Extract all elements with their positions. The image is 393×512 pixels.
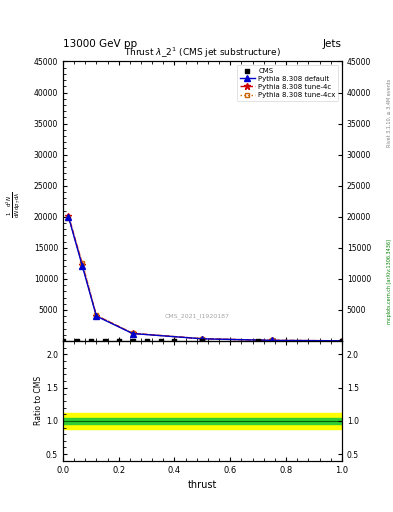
CMS xyxy=(116,336,122,345)
Pythia 8.308 tune-4cx xyxy=(66,215,71,221)
Pythia 8.308 tune-4c xyxy=(94,312,99,318)
CMS xyxy=(255,336,261,345)
Text: $\frac{1}{\mathrm{d}N}\frac{\mathrm{d}^2N}{\mathrm{d}p_T\,\mathrm{d}\lambda}$: $\frac{1}{\mathrm{d}N}\frac{\mathrm{d}^2… xyxy=(4,191,22,218)
Line: Pythia 8.308 tune-4c: Pythia 8.308 tune-4c xyxy=(65,212,345,344)
Pythia 8.308 default xyxy=(270,337,275,344)
Text: CMS_2021_I1920187: CMS_2021_I1920187 xyxy=(164,313,229,318)
Text: mcplots.cern.ch [arXiv:1306.3436]: mcplots.cern.ch [arXiv:1306.3436] xyxy=(387,239,391,324)
Pythia 8.308 tune-4c xyxy=(66,212,71,219)
Pythia 8.308 default xyxy=(200,336,205,342)
CMS xyxy=(157,336,164,345)
Pythia 8.308 tune-4c xyxy=(200,336,205,342)
Pythia 8.308 tune-4c xyxy=(130,330,135,336)
Legend: CMS, Pythia 8.308 default, Pythia 8.308 tune-4c, Pythia 8.308 tune-4cx: CMS, Pythia 8.308 default, Pythia 8.308 … xyxy=(237,65,338,101)
Pythia 8.308 tune-4c xyxy=(270,337,275,344)
X-axis label: thrust: thrust xyxy=(188,480,217,490)
Pythia 8.308 tune-4cx xyxy=(80,260,85,266)
CMS xyxy=(88,336,94,345)
Pythia 8.308 tune-4c xyxy=(340,338,344,344)
CMS xyxy=(339,336,345,345)
Text: Jets: Jets xyxy=(323,38,342,49)
Pythia 8.308 tune-4cx xyxy=(130,330,135,336)
Pythia 8.308 tune-4cx xyxy=(200,336,205,342)
Line: Pythia 8.308 tune-4cx: Pythia 8.308 tune-4cx xyxy=(66,216,344,343)
Line: Pythia 8.308 default: Pythia 8.308 default xyxy=(66,214,345,344)
CMS xyxy=(143,336,150,345)
CMS xyxy=(101,336,108,345)
Text: Rivet 3.1.10, ≥ 3.4M events: Rivet 3.1.10, ≥ 3.4M events xyxy=(387,78,391,147)
CMS xyxy=(60,336,66,345)
Pythia 8.308 tune-4cx xyxy=(270,337,275,344)
Pythia 8.308 default xyxy=(80,263,85,269)
Y-axis label: Ratio to CMS: Ratio to CMS xyxy=(34,376,43,425)
Pythia 8.308 tune-4cx xyxy=(94,312,99,318)
Pythia 8.308 default xyxy=(340,338,344,344)
Pythia 8.308 default xyxy=(130,330,135,336)
Pythia 8.308 tune-4cx xyxy=(340,338,344,344)
Bar xyxy=(63,417,342,424)
Bar xyxy=(63,413,342,429)
Text: 13000 GeV pp: 13000 GeV pp xyxy=(63,38,137,49)
CMS xyxy=(130,336,136,345)
Pythia 8.308 default xyxy=(94,313,99,319)
Pythia 8.308 tune-4c xyxy=(80,262,85,268)
CMS xyxy=(171,336,178,345)
CMS xyxy=(199,336,206,345)
Title: Thrust $\lambda\_2^1$ (CMS jet substructure): Thrust $\lambda\_2^1$ (CMS jet substruct… xyxy=(124,46,281,60)
Pythia 8.308 default xyxy=(66,214,71,220)
CMS xyxy=(74,336,80,345)
